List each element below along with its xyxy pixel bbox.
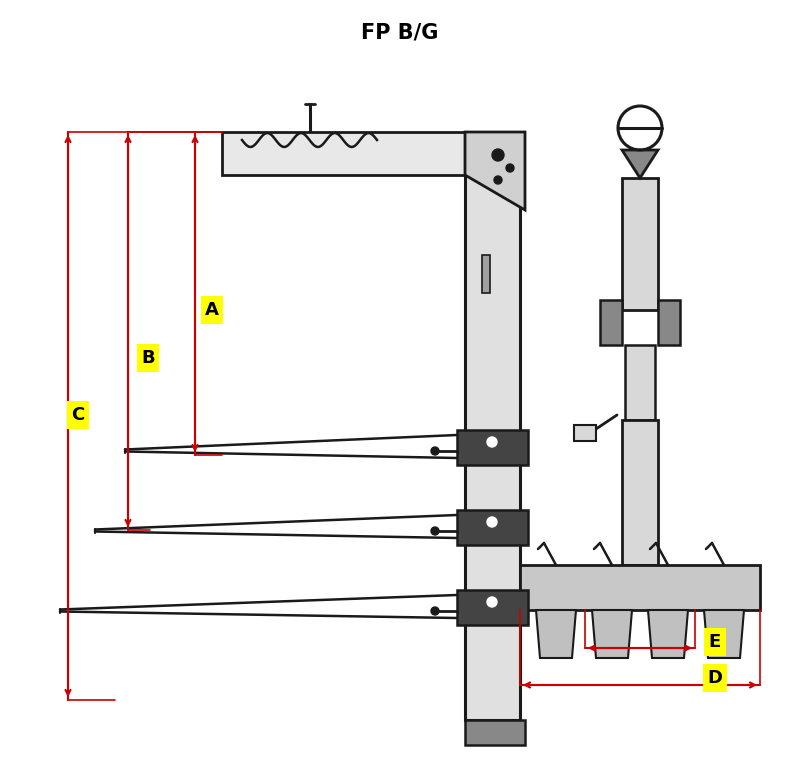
Circle shape bbox=[487, 517, 497, 527]
Circle shape bbox=[492, 149, 504, 161]
Text: FP B/G: FP B/G bbox=[362, 22, 438, 42]
Polygon shape bbox=[536, 610, 576, 658]
Circle shape bbox=[630, 118, 650, 138]
Bar bbox=[465, 175, 520, 720]
Circle shape bbox=[431, 607, 439, 615]
Circle shape bbox=[431, 447, 439, 455]
Bar bbox=[457, 590, 528, 625]
Text: D: D bbox=[707, 669, 722, 687]
Text: A: A bbox=[205, 301, 219, 319]
Polygon shape bbox=[465, 132, 525, 210]
Bar bbox=[622, 178, 658, 310]
Bar bbox=[625, 345, 655, 420]
Bar bbox=[622, 420, 658, 565]
Bar bbox=[658, 300, 680, 345]
Polygon shape bbox=[704, 610, 744, 658]
Polygon shape bbox=[648, 610, 688, 658]
Circle shape bbox=[506, 164, 514, 172]
Polygon shape bbox=[592, 610, 632, 658]
Bar bbox=[600, 300, 622, 345]
Bar bbox=[457, 510, 528, 545]
Bar bbox=[574, 425, 596, 441]
Text: B: B bbox=[141, 349, 155, 367]
Bar bbox=[520, 565, 760, 610]
Text: C: C bbox=[71, 406, 85, 424]
Bar bbox=[222, 132, 465, 175]
Bar bbox=[457, 430, 528, 465]
Circle shape bbox=[494, 176, 502, 184]
Bar bbox=[465, 720, 525, 745]
Polygon shape bbox=[622, 150, 658, 178]
Circle shape bbox=[431, 527, 439, 535]
Circle shape bbox=[487, 437, 497, 447]
Text: E: E bbox=[709, 633, 721, 651]
Bar bbox=[482, 255, 490, 293]
Circle shape bbox=[487, 597, 497, 607]
